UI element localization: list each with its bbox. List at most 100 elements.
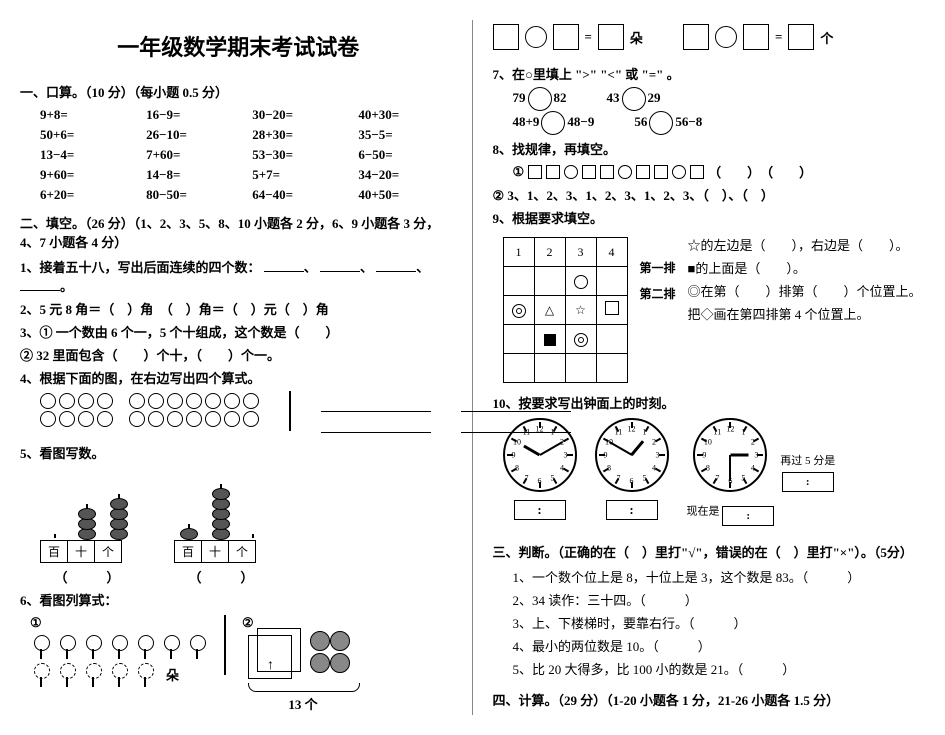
q2-3a: 3、① 一个数由 6 个一，5 个十组成，这个数是（ ）: [20, 322, 457, 341]
unit-text: 朵: [630, 28, 643, 47]
arith-cell: 13−4=: [40, 147, 138, 163]
square-icon: [683, 24, 709, 50]
grid-header: 1: [503, 238, 534, 267]
abacus-1: 百 十 个 （ ）: [40, 468, 134, 586]
grid-questions-text: ☆的左边是（ ），右边是（ ）。 ■的上面是（ ）。 ◎在第（ ）排第（ ）个位…: [688, 231, 922, 327]
clock-1: 121234567891011 :: [503, 418, 577, 520]
q2-1: 1、接着五十八，写出后面连续的四个数： 、 、 、 。: [20, 257, 457, 295]
cube-wrap: ↑: [242, 631, 292, 679]
compare-row-2: 48+948−9 5656−8: [513, 111, 926, 135]
clock-3: 121234567891011 现在是 : 再过 5 分是 :: [687, 418, 836, 526]
ball-icon: [310, 631, 330, 651]
left-column: 一年级数学期末考试试卷 一、口算。（10 分）（每小题 0.5 分） 9+8= …: [20, 20, 473, 715]
grid-question: 1 2 3 4 △☆ 第一排 第二排 ☆的左边是（ ），右边是（ ）。 ■的上: [493, 231, 926, 389]
cmp-left: 79: [513, 90, 526, 105]
position-grid: 1 2 3 4 △☆: [503, 237, 628, 383]
abacus-group: 百 十 个 （ ） 百 十 个 （ ）: [40, 468, 457, 586]
arith-cell: 34−20=: [358, 167, 456, 183]
grid-q-line: ■的上面是（ ）。: [688, 258, 922, 277]
filled-square-icon: [544, 334, 556, 346]
arith-cell: 28+30=: [252, 127, 350, 143]
q8: 8、找规律，再填空。: [493, 139, 926, 158]
circle-row: [40, 411, 259, 427]
cmp-right: 29: [648, 90, 661, 105]
arith-cell: 35−5=: [358, 127, 456, 143]
arith-cell: 14−8=: [146, 167, 244, 183]
grid-header: 4: [596, 238, 627, 267]
q2-6: 6、看图列算式：: [20, 590, 457, 609]
judge-list: 1、一个数个位上是 8，十位上是 3，这个数是 83。（ ） 2、34 读作：三…: [493, 567, 926, 678]
section3-head: 三、判断。（正确的在（ ）里打"√"，错误的在（ ）里打"×"）。（5分）: [493, 542, 926, 561]
right-column: = 朵 = 个 7、在○里填上 ">" "<" 或 "=" 。 7982 432…: [493, 20, 926, 715]
clock-face: 121234567891011: [503, 418, 577, 492]
cube-icon: ↑: [248, 635, 292, 679]
label-2: ②: [242, 615, 360, 631]
q2-4: 4、根据下面的图，在右边写出四个算式。: [20, 368, 457, 387]
shape-eq-1: = 朵: [493, 24, 643, 50]
arith-cell: 80−50=: [146, 187, 244, 203]
square-icon: [788, 24, 814, 50]
clock-answer-box: :: [722, 506, 774, 526]
grid-header: 2: [534, 238, 565, 267]
circle-blank-icon: [649, 111, 673, 135]
section2-head: 二、填空。（26 分）（1、2、3、5、8、10 小题各 2 分，6、9 小题各…: [20, 213, 457, 251]
unit-text: 个: [820, 28, 833, 47]
clock3-extra: 再过 5 分是 :: [780, 452, 835, 492]
abacus-label: 十: [202, 541, 229, 562]
grid-q-line: 把◇画在第四排第 4 个位置上。: [688, 304, 922, 323]
section1-head: 一、口算。（10 分）（每小题 0.5 分）: [20, 82, 457, 101]
arith-cell: 6+20=: [40, 187, 138, 203]
square-icon: [598, 24, 624, 50]
cmp-right: 82: [554, 90, 567, 105]
abacus-2: 百 十 个 （ ）: [174, 468, 268, 586]
flower-unit: 朵: [166, 665, 179, 684]
ring-icon: [512, 304, 526, 318]
picture-equation: ① 朵 ② ↑: [30, 615, 457, 713]
grid-header: 3: [565, 238, 596, 267]
arith-cell: 9+8=: [40, 107, 138, 123]
divider: [224, 615, 226, 675]
pattern-2: ② 3、1、2、3、1、2、3、1、2、3、（ ）、（ ）: [493, 185, 926, 204]
equation-blanks-1: [321, 391, 431, 439]
abacus-label: 百: [175, 541, 202, 562]
clock-face: 121234567891011: [595, 418, 669, 492]
clock-answer-box: :: [606, 500, 658, 520]
square-icon: [743, 24, 769, 50]
circle-blank-icon: [541, 111, 565, 135]
cube-ball-block: ② ↑ 13 个: [242, 615, 360, 713]
divider: [289, 391, 291, 431]
square-icon: [553, 24, 579, 50]
blank: [320, 258, 360, 272]
arrow-icon: ↑: [267, 658, 274, 674]
circle-blank-icon: [528, 87, 552, 111]
arith-cell: 26−10=: [146, 127, 244, 143]
row-labels: 第一排 第二排: [640, 255, 676, 307]
q10: 10、按要求写出钟面上的时刻。: [493, 393, 926, 412]
judge-item: 3、上、下楼梯时，要靠右行。（ ）: [513, 613, 926, 632]
arith-cell: 16−9=: [146, 107, 244, 123]
circle-icon: [715, 26, 737, 48]
arith-cell: 40+30=: [358, 107, 456, 123]
q2-5: 5、看图写数。: [20, 443, 457, 462]
abacus-answer: （ ）: [174, 567, 268, 586]
arith-cell: 7+60=: [146, 147, 244, 163]
brace-label: 13 个: [248, 694, 358, 713]
clock-2: 121234567891011 :: [595, 418, 669, 520]
judge-item: 1、一个数个位上是 8，十位上是 3，这个数是 83。（ ）: [513, 567, 926, 586]
pattern-1: ① （ ） （ ）: [513, 162, 926, 181]
clock-answer-box: :: [514, 500, 566, 520]
label-1: ①: [30, 615, 208, 631]
abacus-answer: （ ）: [40, 567, 134, 586]
square-icon: [605, 301, 619, 315]
compare-row-1: 7982 4329: [513, 87, 926, 111]
arith-cell: 5+7=: [252, 167, 350, 183]
arith-cell: 9+60=: [40, 167, 138, 183]
ring-icon: [574, 333, 588, 347]
caption-text: 再过 5 分是: [780, 455, 835, 467]
grid-q-line: ◎在第（ ）排第（ ）个位置上。: [688, 281, 922, 300]
page-title: 一年级数学期末考试试卷: [20, 30, 457, 62]
arithmetic-grid: 9+8= 16−9= 30−20= 40+30= 50+6= 26−10= 28…: [40, 107, 457, 203]
cmp-right: 48−9: [567, 114, 594, 129]
judge-item: 4、最小的两位数是 10。（ ）: [513, 636, 926, 655]
circle-blank-icon: [622, 87, 646, 111]
